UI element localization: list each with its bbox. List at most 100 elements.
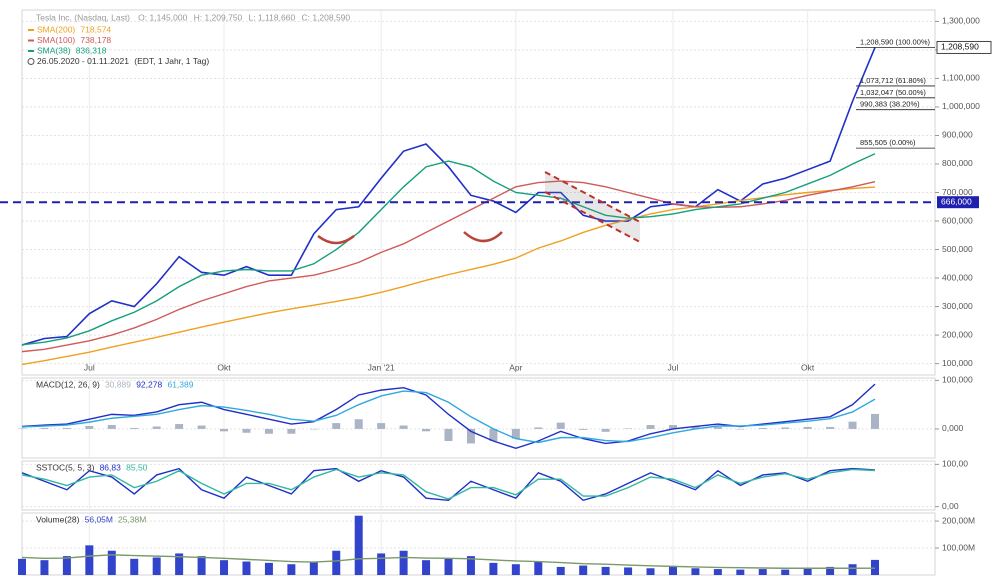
indicator-line [21, 153, 876, 346]
bar [309, 561, 318, 575]
bar [466, 428, 475, 444]
bar [511, 428, 520, 439]
bar [152, 426, 161, 429]
y-tick-label: 200,00M [942, 515, 975, 525]
channel-fill [545, 172, 640, 242]
bar [736, 428, 745, 430]
bar [691, 426, 700, 429]
bar [197, 425, 206, 429]
y-tick-label: 100,00M [942, 542, 975, 552]
bar [62, 427, 71, 429]
y-tick-label: 1,300,000 [942, 16, 980, 26]
panel [21, 512, 936, 576]
shoulder-arc [317, 234, 355, 245]
bar [422, 560, 431, 575]
bar [826, 566, 835, 575]
bar [668, 425, 677, 429]
bar [287, 428, 296, 434]
indicator-line [21, 180, 876, 353]
y-tick-label: 900,000 [942, 130, 973, 140]
bar [624, 567, 633, 575]
bar [803, 426, 812, 429]
bar [489, 428, 498, 442]
bar [601, 566, 610, 575]
bar [803, 568, 812, 575]
hline-label: 666,000 [941, 196, 972, 206]
bar [287, 564, 296, 575]
bar [18, 558, 26, 575]
bar [220, 428, 229, 432]
clock-icon [27, 58, 35, 65]
indicator-line [21, 468, 876, 500]
fib-label: 990,383 (38.20%) [860, 100, 920, 109]
x-tick-label: Jul [84, 362, 95, 372]
bar [107, 550, 116, 575]
legend-name: SMA(100) [37, 35, 75, 45]
indicator-title: MACD(12, 26, 9) [36, 379, 100, 389]
bar [377, 553, 386, 575]
date-range-note: (EDT, 1 Jahr, 1 Tag) [134, 56, 209, 66]
x-tick-label: Apr [509, 362, 522, 372]
bar [646, 568, 655, 575]
bar [354, 515, 363, 575]
bar [534, 561, 543, 575]
bar [175, 424, 184, 429]
legend-value: 836,318 [76, 45, 107, 55]
bar [130, 558, 139, 575]
bar [354, 419, 363, 429]
legend-name: SMA(38) [37, 45, 71, 55]
indicator-value: 30,889 [105, 379, 131, 389]
y-tick-label: 100,00 [942, 459, 968, 469]
y-tick-label: 100,000 [942, 358, 973, 368]
indicator-title: SSTOC(5, 5, 3) [36, 462, 95, 472]
indicator-value: 86,83 [100, 462, 122, 472]
ohlc-value: O: 1,145,000 [138, 12, 187, 22]
bar [758, 569, 767, 575]
drawings [317, 171, 641, 245]
legend-name: SMA(200) [37, 24, 75, 34]
x-tick-label: Jul [668, 362, 679, 372]
indicator-value: 61,389 [167, 379, 193, 389]
indicator-title: Volume(28) [36, 514, 80, 524]
price-line [21, 47, 876, 346]
y-tick-label: 200,000 [942, 329, 973, 339]
x-tick-label: Jan '21 [368, 362, 395, 372]
bar [152, 557, 161, 575]
channel-line [544, 191, 641, 243]
last-price-box [936, 40, 992, 54]
bar [175, 553, 184, 575]
ohlc-value: C: 1,208,590 [301, 12, 350, 22]
bar [399, 550, 408, 575]
bar [264, 562, 273, 575]
bar [444, 428, 453, 442]
bar [309, 428, 318, 430]
bar [40, 560, 49, 575]
fib-label: 1,032,047 (50.00%) [860, 88, 926, 97]
bar [826, 426, 835, 429]
bar [601, 428, 610, 432]
y-tick-label: 100,000 [942, 375, 973, 385]
hline-box [937, 196, 979, 209]
last-price-label: 1,208,590 [941, 42, 979, 52]
fib-label: 1,208,590 (100.00%) [860, 37, 931, 46]
bar [871, 413, 879, 429]
bar [399, 425, 408, 429]
y-tick-label: 400,000 [942, 272, 973, 282]
indicator-line [21, 390, 876, 444]
legend-value: 718,574 [80, 24, 111, 34]
bar [668, 566, 677, 575]
bar [40, 427, 49, 429]
bar [848, 564, 857, 575]
y-tick-label: 0,000 [942, 423, 964, 433]
bar [377, 423, 386, 429]
bar [466, 556, 475, 575]
bar [713, 426, 722, 429]
bar [624, 428, 633, 429]
bar [264, 428, 273, 434]
bar [871, 559, 879, 575]
bar [107, 425, 116, 429]
indicator-value: 56,05M [85, 514, 113, 524]
bar [781, 569, 790, 575]
bar [556, 566, 565, 575]
bar [579, 565, 588, 575]
